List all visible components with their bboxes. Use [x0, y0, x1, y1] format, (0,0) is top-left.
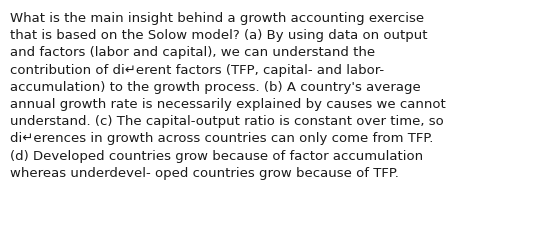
- Text: What is the main insight behind a growth accounting exercise
that is based on th: What is the main insight behind a growth…: [10, 12, 446, 179]
